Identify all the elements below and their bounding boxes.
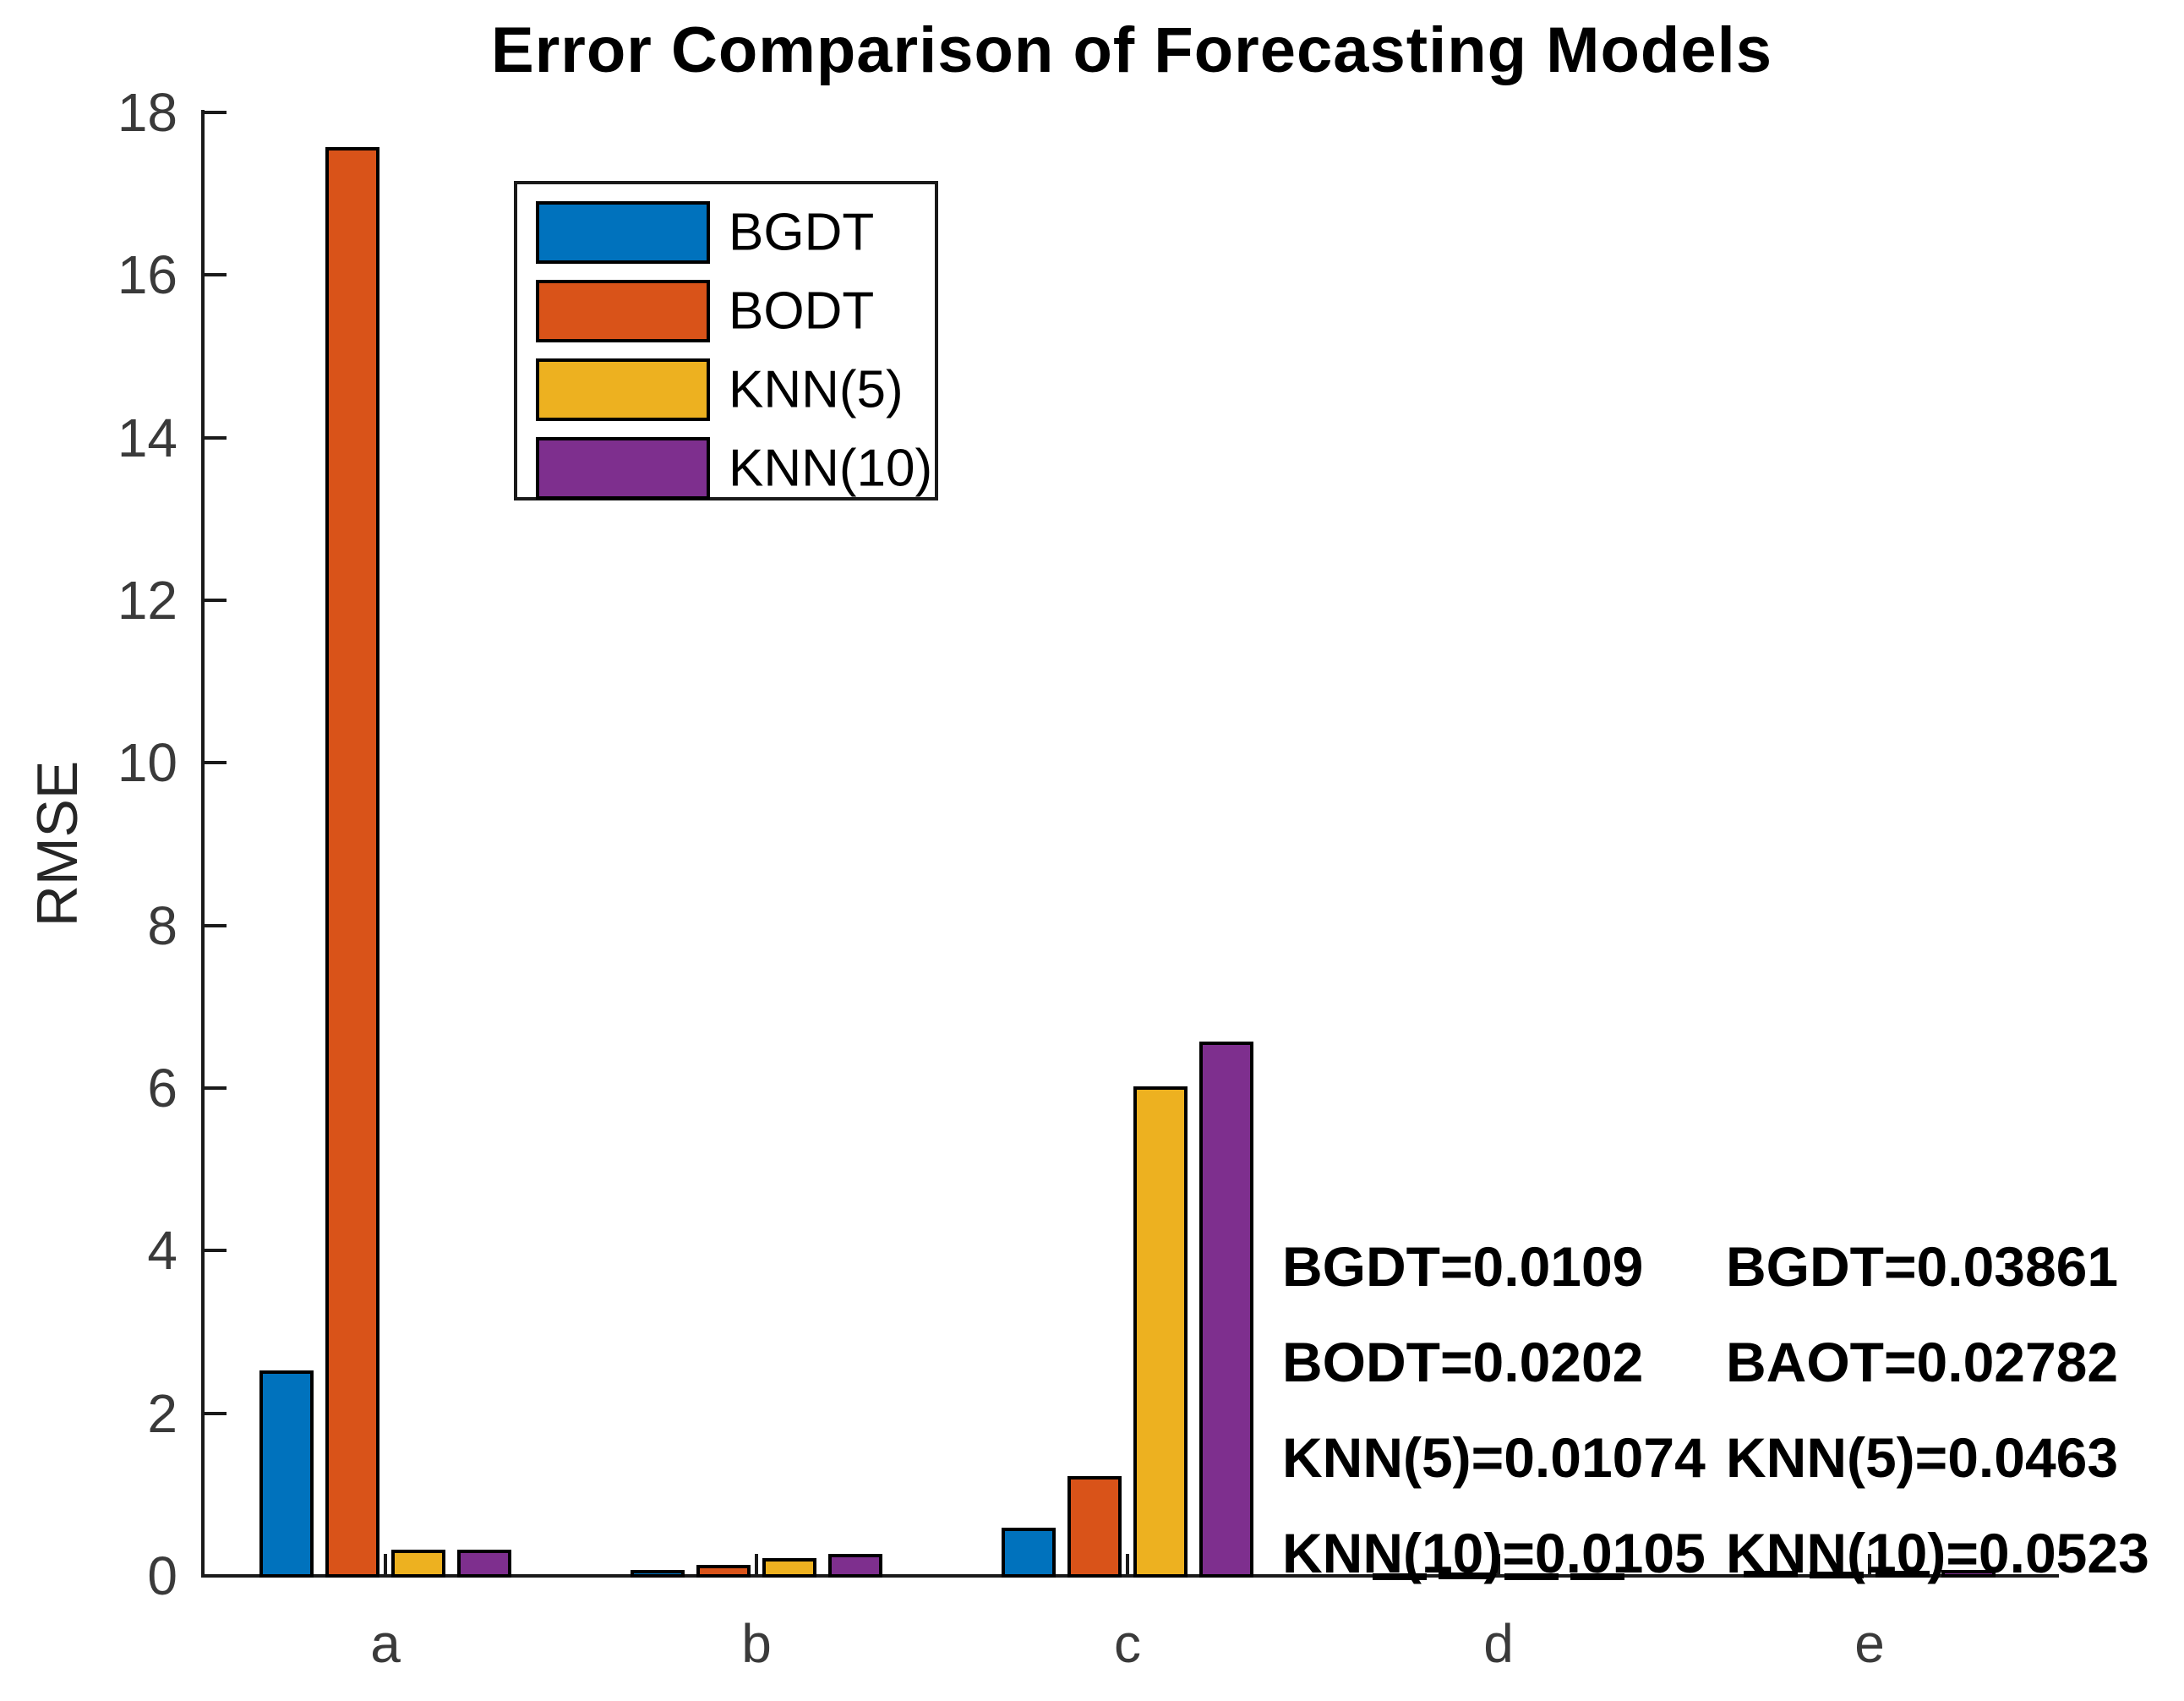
chart-title: Error Comparison of Forecasting Models [491,14,1772,86]
y-axis-spine [201,110,205,1578]
bar-knn10-a [457,1550,511,1578]
legend-swatch-bodt [536,280,710,342]
y-tick-label: 12 [117,570,177,631]
x-axis-spine [201,1574,2059,1578]
y-tick-label: 16 [117,244,177,305]
legend-swatch-knn5 [536,358,710,421]
y-tick-label: 10 [117,732,177,793]
legend-label: KNN(5) [729,360,904,419]
annotation-line: BODT=0.0202 [1282,1331,1644,1393]
x-tick-mark [384,1554,387,1576]
x-tick-mark [755,1554,758,1576]
y-tick-label: 18 [117,82,177,143]
bar-knn10-c [1199,1042,1253,1578]
y-tick-mark [203,111,227,114]
y-tick-label: 6 [147,1058,177,1119]
bar-bgdt-a [259,1370,314,1578]
y-tick-mark [203,1574,227,1578]
y-tick-mark [203,1249,227,1252]
legend-label: KNN(10) [729,439,933,498]
y-tick-mark [203,1086,227,1090]
y-tick-label: 14 [117,407,177,468]
y-tick-mark [203,761,227,764]
bar-knn10-e [1941,1570,1996,1578]
bar-bodt-a [325,147,379,1578]
annotation-column-d: BGDT=0.0109 BODT=0.0202 KNN(5)=0.01074 K… [1282,1219,1706,1601]
bar-bodt-c [1067,1476,1122,1578]
y-tick-mark [203,436,227,440]
legend-swatch-bgdt [536,201,710,264]
legend-item: BODT [517,280,935,342]
x-tick-label: d [1483,1613,1514,1674]
bar-bodt-d [1439,1572,1493,1579]
bar-bodt-b [696,1565,751,1578]
y-tick-label: 8 [147,895,177,956]
x-tick-label: c [1114,1613,1141,1674]
x-tick-label: b [741,1613,772,1674]
annotation-line: BGDT=0.03861 [1726,1235,2119,1298]
legend: BGDT BODT KNN(5) KNN(10) [514,181,938,500]
x-tick-mark [1497,1554,1500,1576]
legend-swatch-knn10 [536,437,710,500]
legend-item: BGDT [517,201,935,264]
annotation-column-e: BGDT=0.03861 BAOT=0.02782 KNN(5)=0.0463 … [1726,1219,2149,1601]
x-tick-label: a [370,1613,401,1674]
y-tick-label: 2 [147,1383,177,1444]
bar-knn10-d [1570,1573,1624,1580]
legend-item: KNN(10) [517,437,935,500]
annotation-line: KNN(10)=0.0523 [1726,1522,2149,1584]
y-tick-mark [203,273,227,276]
bar-knn5-b [762,1558,816,1578]
bar-knn5-c [1133,1086,1188,1578]
bar-knn5-e [1876,1571,1930,1578]
bar-knn5-a [391,1550,445,1578]
x-tick-mark [1126,1554,1129,1576]
annotation-line: BGDT=0.0109 [1282,1235,1644,1298]
annotation-line: KNN(10)=0.0105 [1282,1522,1706,1584]
legend-label: BGDT [729,203,875,262]
bar-bodt-e [1810,1572,1864,1578]
x-tick-mark [1868,1554,1871,1576]
annotation-line: BAOT=0.02782 [1726,1331,2119,1393]
bar-bgdt-d [1373,1573,1427,1580]
bar-bgdt-b [631,1570,685,1578]
bar-knn10-b [828,1554,882,1578]
y-tick-mark [203,924,227,927]
y-tick-label: 0 [147,1545,177,1606]
legend-item: KNN(5) [517,358,935,421]
bar-bgdt-c [1002,1528,1056,1578]
y-tick-mark [203,1412,227,1415]
annotation-line: KNN(5)=0.01074 [1282,1426,1706,1489]
bar-knn5-d [1504,1573,1559,1580]
bar-bgdt-e [1744,1571,1798,1578]
y-tick-mark [203,599,227,602]
x-tick-label: e [1854,1613,1885,1674]
y-tick-label: 4 [147,1220,177,1281]
legend-label: BODT [729,282,875,341]
annotation-line: KNN(5)=0.0463 [1726,1426,2119,1489]
